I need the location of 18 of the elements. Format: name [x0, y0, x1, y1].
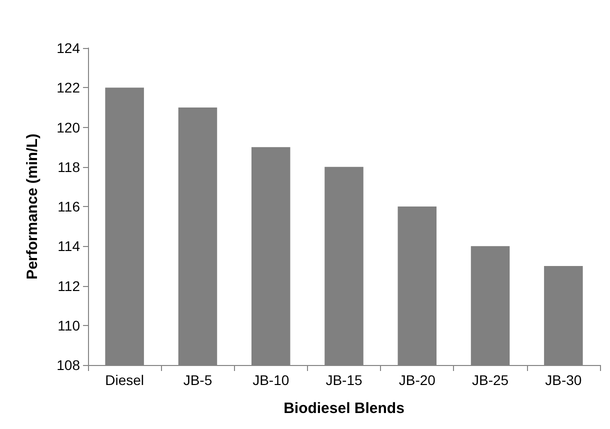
y-tick-label: 110: [58, 317, 80, 334]
y-tick-label: 108: [56, 357, 80, 373]
y-tick-label: 116: [58, 198, 80, 214]
y-tick-label: 112: [58, 278, 80, 294]
x-tick-label: JB-15: [326, 372, 362, 388]
x-tick-label: JB-30: [545, 372, 582, 388]
y-tick-label: 120: [56, 119, 80, 136]
y-tick-label: 114: [58, 238, 80, 254]
x-tick-label: JB-20: [398, 372, 436, 388]
x-tick-label: Diesel: [105, 372, 144, 388]
y-tick-label: 122: [56, 80, 80, 96]
x-tick-label: JB-5: [183, 372, 212, 388]
y-tick-label: 124: [56, 40, 80, 56]
x-tick-label: JB-10: [252, 372, 290, 388]
x-axis-title: Biodiesel Blends: [284, 400, 404, 417]
x-tick-label: JB-25: [472, 372, 509, 388]
y-tick-label: 118: [58, 158, 80, 175]
y-axis-title: Performance (min/L): [24, 134, 41, 280]
